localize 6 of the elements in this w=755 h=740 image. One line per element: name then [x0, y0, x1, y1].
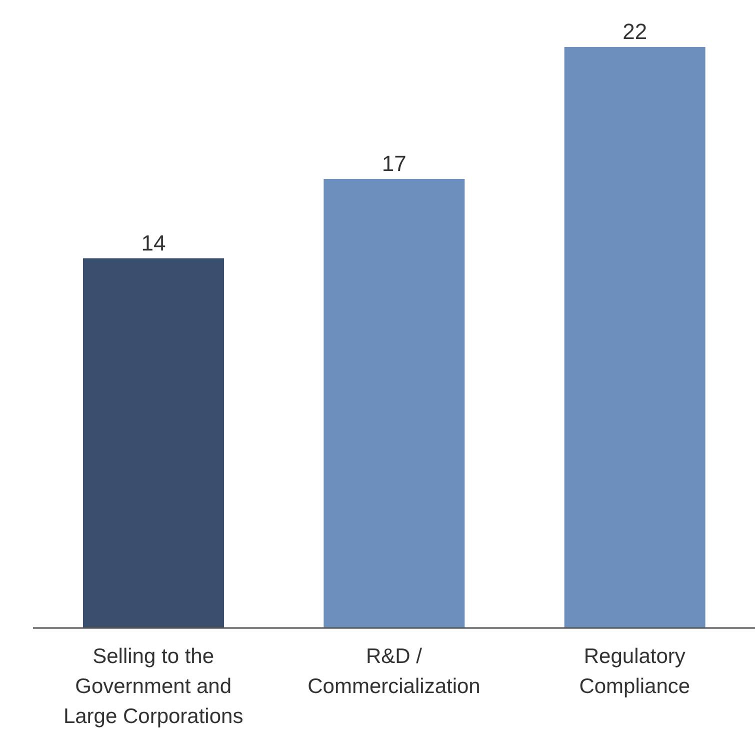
x-tick-label: Selling to the Government and Large Corporations: [62, 644, 244, 730]
data-label: 17: [382, 151, 406, 176]
x-tick-label: R&D / Commercialization: [306, 644, 482, 700]
data-label: 14: [141, 230, 166, 256]
data-label: 22: [622, 19, 648, 44]
x-tick-label: Regulatory Compliance: [578, 644, 692, 700]
